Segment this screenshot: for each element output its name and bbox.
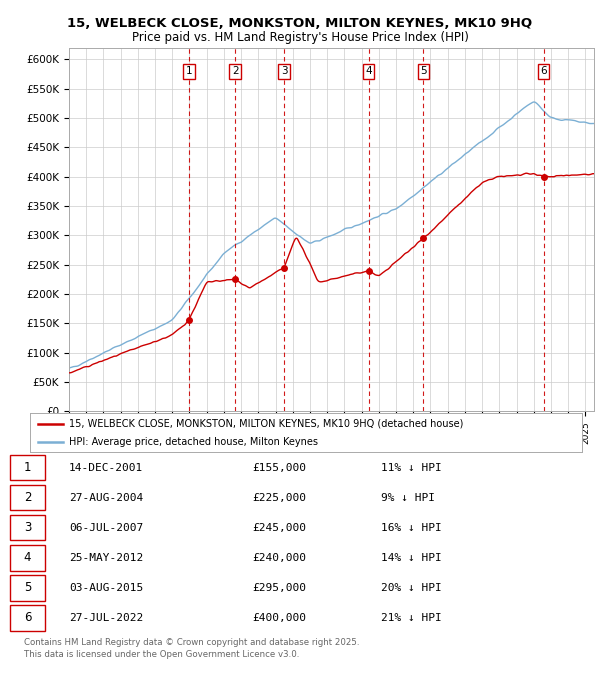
Text: £245,000: £245,000 [252,523,306,533]
Text: 3: 3 [281,66,287,76]
Text: 11% ↓ HPI: 11% ↓ HPI [381,463,442,473]
FancyBboxPatch shape [10,486,45,511]
Text: Price paid vs. HM Land Registry's House Price Index (HPI): Price paid vs. HM Land Registry's House … [131,31,469,44]
FancyBboxPatch shape [10,455,45,481]
Text: 15, WELBECK CLOSE, MONKSTON, MILTON KEYNES, MK10 9HQ (detached house): 15, WELBECK CLOSE, MONKSTON, MILTON KEYN… [68,419,463,429]
Text: 6: 6 [24,611,31,624]
Text: 16% ↓ HPI: 16% ↓ HPI [381,523,442,533]
Text: Contains HM Land Registry data © Crown copyright and database right 2025.
This d: Contains HM Land Registry data © Crown c… [24,638,359,660]
Text: 25-MAY-2012: 25-MAY-2012 [69,553,143,563]
Text: HPI: Average price, detached house, Milton Keynes: HPI: Average price, detached house, Milt… [68,437,317,447]
Text: 03-AUG-2015: 03-AUG-2015 [69,583,143,593]
FancyBboxPatch shape [10,575,45,600]
Text: 2: 2 [232,66,238,76]
FancyBboxPatch shape [10,605,45,630]
Text: 06-JUL-2007: 06-JUL-2007 [69,523,143,533]
Text: 27-AUG-2004: 27-AUG-2004 [69,493,143,503]
Text: 4: 4 [24,551,31,564]
Text: 2: 2 [24,492,31,505]
Text: £240,000: £240,000 [252,553,306,563]
Text: £295,000: £295,000 [252,583,306,593]
Text: 1: 1 [24,461,31,475]
Text: 21% ↓ HPI: 21% ↓ HPI [381,613,442,623]
Text: 3: 3 [24,522,31,534]
Text: 27-JUL-2022: 27-JUL-2022 [69,613,143,623]
Text: 6: 6 [540,66,547,76]
FancyBboxPatch shape [10,545,45,571]
Text: 14-DEC-2001: 14-DEC-2001 [69,463,143,473]
Text: 5: 5 [420,66,427,76]
Text: 15, WELBECK CLOSE, MONKSTON, MILTON KEYNES, MK10 9HQ: 15, WELBECK CLOSE, MONKSTON, MILTON KEYN… [67,17,533,30]
Text: 20% ↓ HPI: 20% ↓ HPI [381,583,442,593]
FancyBboxPatch shape [10,515,45,541]
Text: 1: 1 [185,66,192,76]
Text: 5: 5 [24,581,31,594]
Text: £155,000: £155,000 [252,463,306,473]
Text: 4: 4 [365,66,372,76]
Text: 9% ↓ HPI: 9% ↓ HPI [381,493,435,503]
Text: £225,000: £225,000 [252,493,306,503]
Text: £400,000: £400,000 [252,613,306,623]
Text: 14% ↓ HPI: 14% ↓ HPI [381,553,442,563]
